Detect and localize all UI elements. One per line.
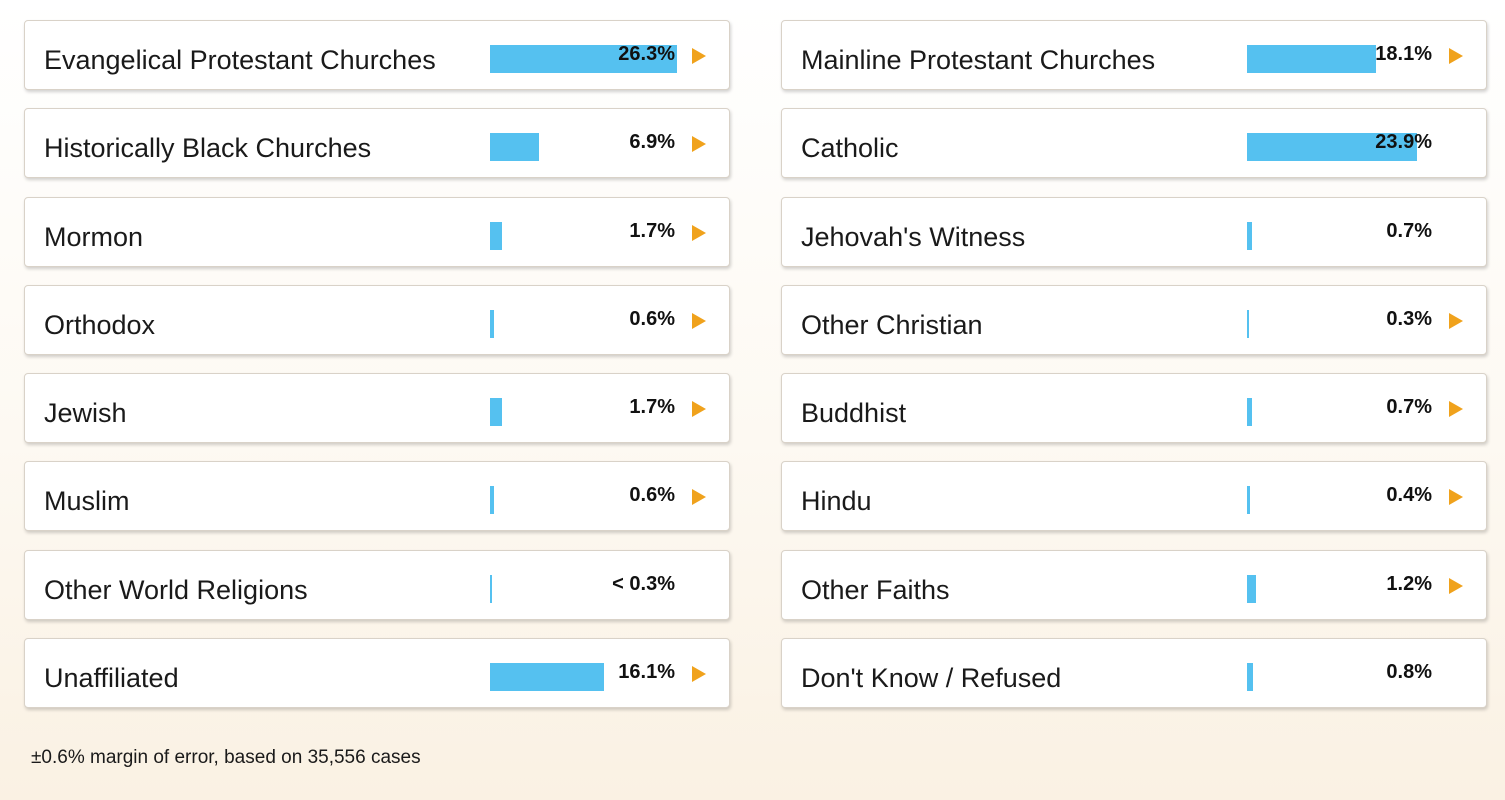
percentage-value: 6.9% (629, 131, 675, 154)
percentage-bar (1247, 221, 1252, 250)
percentage-value: 1.7% (629, 219, 675, 242)
expand-arrow-icon[interactable] (1449, 577, 1463, 594)
percentage-value: < 0.3% (612, 572, 675, 595)
category-label: Other Christian (801, 309, 983, 340)
category-label: Other World Religions (44, 574, 308, 605)
percentage-value: 18.1% (1375, 43, 1432, 65)
category-label: Hindu (801, 486, 872, 517)
category-card[interactable]: Mormon 1.7% (24, 196, 730, 267)
category-card: Catholic 23.9% (781, 108, 1487, 179)
percentage-value: 0.4% (1386, 484, 1432, 507)
category-label: Jewish (44, 398, 127, 429)
category-card: Other World Religions < 0.3% (24, 549, 730, 620)
percentage-value: 23.9% (1375, 131, 1432, 154)
category-label: Orthodox (44, 309, 156, 340)
margin-of-error-note: ±0.6% margin of error, based on 35,556 c… (31, 747, 421, 768)
category-label: Muslim (44, 486, 130, 517)
category-card[interactable]: Unaffiliated 16.1% (24, 638, 730, 709)
expand-arrow-icon[interactable] (692, 489, 706, 506)
category-card[interactable]: Other Faiths 1.2% (781, 549, 1487, 620)
category-label: Jehovah's Witness (801, 221, 1026, 252)
category-label: Don't Know / Refused (801, 663, 1062, 694)
expand-arrow-icon[interactable] (1449, 48, 1463, 64)
percentage-bar (1247, 45, 1376, 73)
percentage-bar (490, 133, 539, 162)
category-card[interactable]: Other Christian 0.3% (781, 284, 1487, 355)
expand-arrow-icon[interactable] (692, 224, 706, 241)
category-card[interactable]: Mainline Protestant Churches 18.1% (781, 20, 1487, 90)
expand-arrow-icon[interactable] (692, 136, 706, 153)
percentage-value: 1.2% (1386, 572, 1432, 595)
percentage-value: 26.3% (618, 43, 675, 65)
percentage-bar (490, 398, 503, 427)
percentage-bar (1247, 486, 1250, 515)
category-label: Evangelical Protestant Churches (44, 45, 436, 75)
percentage-bar (490, 221, 503, 250)
percentage-bar (490, 309, 495, 338)
category-card[interactable]: Jewish 1.7% (24, 373, 730, 444)
expand-arrow-icon[interactable] (692, 401, 706, 418)
category-label: Other Faiths (801, 574, 950, 605)
percentage-value: 0.3% (1386, 307, 1432, 330)
expand-arrow-icon[interactable] (1449, 401, 1463, 418)
category-card[interactable]: Evangelical Protestant Churches 26.3% (24, 20, 730, 90)
percentage-value: 16.1% (618, 661, 675, 684)
percentage-value: 1.7% (629, 396, 675, 419)
category-card: Jehovah's Witness 0.7% (781, 196, 1487, 267)
category-label: Unaffiliated (44, 663, 179, 694)
category-card[interactable]: Orthodox 0.6% (24, 284, 730, 355)
expand-arrow-icon[interactable] (692, 666, 706, 683)
percentage-value: 0.6% (629, 484, 675, 507)
category-label: Buddhist (801, 398, 907, 429)
category-label: Mormon (44, 221, 144, 252)
category-label: Historically Black Churches (44, 133, 372, 164)
percentage-bar (490, 45, 677, 73)
left-column: Evangelical Protestant Churches 26.3% Hist… (24, 20, 730, 726)
category-card: Don't Know / Refused 0.8% (781, 638, 1487, 709)
right-column: Mainline Protestant Churches 18.1% Catholi… (781, 20, 1487, 726)
category-label: Catholic (801, 133, 899, 164)
percentage-bar (1247, 574, 1256, 603)
percentage-value: 0.7% (1386, 219, 1432, 242)
percentage-bar (490, 663, 605, 692)
expand-arrow-icon[interactable] (692, 48, 706, 64)
percentage-value: 0.7% (1386, 396, 1432, 419)
percentage-value: 0.6% (629, 307, 675, 330)
expand-arrow-icon[interactable] (692, 312, 706, 329)
category-label: Mainline Protestant Churches (801, 45, 1156, 75)
category-card[interactable]: Historically Black Churches 6.9% (24, 108, 730, 179)
percentage-bar (1247, 309, 1250, 338)
percentage-bar (490, 574, 492, 603)
expand-arrow-icon[interactable] (1449, 312, 1463, 329)
percentage-bar (1247, 133, 1417, 162)
percentage-bar (490, 486, 495, 515)
percentage-value: 0.8% (1386, 661, 1432, 684)
expand-arrow-icon[interactable] (1449, 489, 1463, 506)
category-card[interactable]: Hindu 0.4% (781, 461, 1487, 532)
percentage-bar (1247, 398, 1252, 427)
category-card[interactable]: Buddhist 0.7% (781, 373, 1487, 444)
category-card[interactable]: Muslim 0.6% (24, 461, 730, 532)
percentage-bar (1247, 663, 1253, 692)
